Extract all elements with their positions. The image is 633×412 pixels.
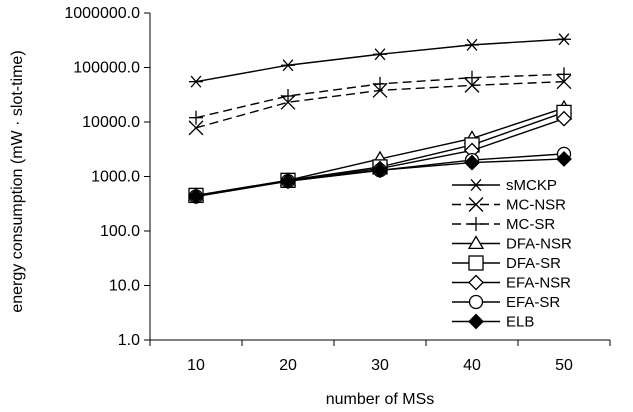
data-point bbox=[465, 70, 479, 85]
data-point bbox=[469, 217, 483, 231]
legend-label: DFA-NSR bbox=[506, 236, 572, 253]
data-point bbox=[189, 75, 203, 88]
data-point bbox=[557, 33, 571, 46]
series-elb bbox=[188, 151, 572, 205]
data-point bbox=[556, 74, 572, 90]
legend-label: EFA-NSR bbox=[506, 275, 571, 292]
data-point bbox=[188, 120, 204, 136]
x-tick-label: 50 bbox=[555, 357, 573, 374]
y-tick-label: 10000.0 bbox=[82, 114, 140, 131]
data-point bbox=[557, 67, 571, 82]
data-point bbox=[468, 197, 484, 212]
legend-item: EFA-SR bbox=[452, 294, 560, 311]
data-point bbox=[373, 76, 387, 91]
legend-item: MC-NSR bbox=[452, 197, 566, 214]
legend-label: MC-SR bbox=[506, 216, 555, 233]
x-tick-label: 10 bbox=[187, 357, 205, 374]
legend-item: DFA-SR bbox=[452, 255, 561, 272]
data-point bbox=[468, 274, 484, 291]
x-tick-label: 20 bbox=[279, 357, 297, 374]
y-tick-label: 100.0 bbox=[100, 223, 140, 240]
y-tick-label: 1000.0 bbox=[91, 169, 140, 186]
data-point bbox=[280, 173, 296, 190]
legend-label: MC-NSR bbox=[506, 197, 566, 214]
legend: sMCKP MC-NSR MC-SR DFA-NSR DFA-SR EFA-NSR EFA-… bbox=[452, 177, 572, 331]
data-point bbox=[465, 38, 479, 51]
legend-label: sMCKP bbox=[506, 177, 557, 194]
legend-item: sMCKP bbox=[452, 177, 557, 194]
y-axis-title: energy consumption (mW · slot-time) bbox=[9, 50, 26, 312]
data-point bbox=[556, 151, 572, 167]
data-point bbox=[468, 255, 484, 271]
data-point bbox=[469, 178, 483, 192]
legend-label: DFA-SR bbox=[506, 255, 561, 272]
axes: 1.0 10.0 100.0 1000.0 10000.0 100000.0 1000000… bbox=[64, 5, 611, 374]
data-point bbox=[372, 162, 388, 179]
y-tick-label: 100000.0 bbox=[73, 60, 140, 77]
data-point bbox=[373, 48, 387, 61]
legend-item: EFA-NSR bbox=[452, 275, 571, 292]
data-point bbox=[281, 59, 295, 72]
series-line bbox=[195, 38, 565, 83]
legend-label: EFA-SR bbox=[506, 294, 560, 311]
x-tick-label: 40 bbox=[463, 357, 481, 374]
data-point bbox=[464, 77, 480, 93]
x-tick-label: 30 bbox=[371, 357, 389, 374]
legend-item: ELB bbox=[452, 314, 534, 331]
data-point bbox=[189, 110, 203, 125]
legend-item: DFA-NSR bbox=[452, 235, 572, 253]
y-tick-label: 10.0 bbox=[109, 278, 140, 295]
data-point bbox=[556, 110, 572, 127]
data-point bbox=[281, 88, 295, 103]
data-point bbox=[188, 188, 204, 205]
x-axis-title: number of MSs bbox=[326, 391, 434, 408]
y-tick-label: 1.0 bbox=[118, 332, 140, 349]
series-smckp bbox=[189, 33, 571, 88]
series-layer bbox=[187, 33, 573, 205]
y-tick-label: 1000000.0 bbox=[64, 5, 140, 22]
data-point bbox=[468, 294, 484, 310]
legend-label: ELB bbox=[506, 314, 534, 331]
legend-item: MC-SR bbox=[452, 216, 555, 233]
data-point bbox=[468, 313, 484, 330]
series-mc-sr bbox=[189, 67, 571, 125]
data-point bbox=[464, 154, 480, 171]
data-point bbox=[467, 235, 485, 250]
